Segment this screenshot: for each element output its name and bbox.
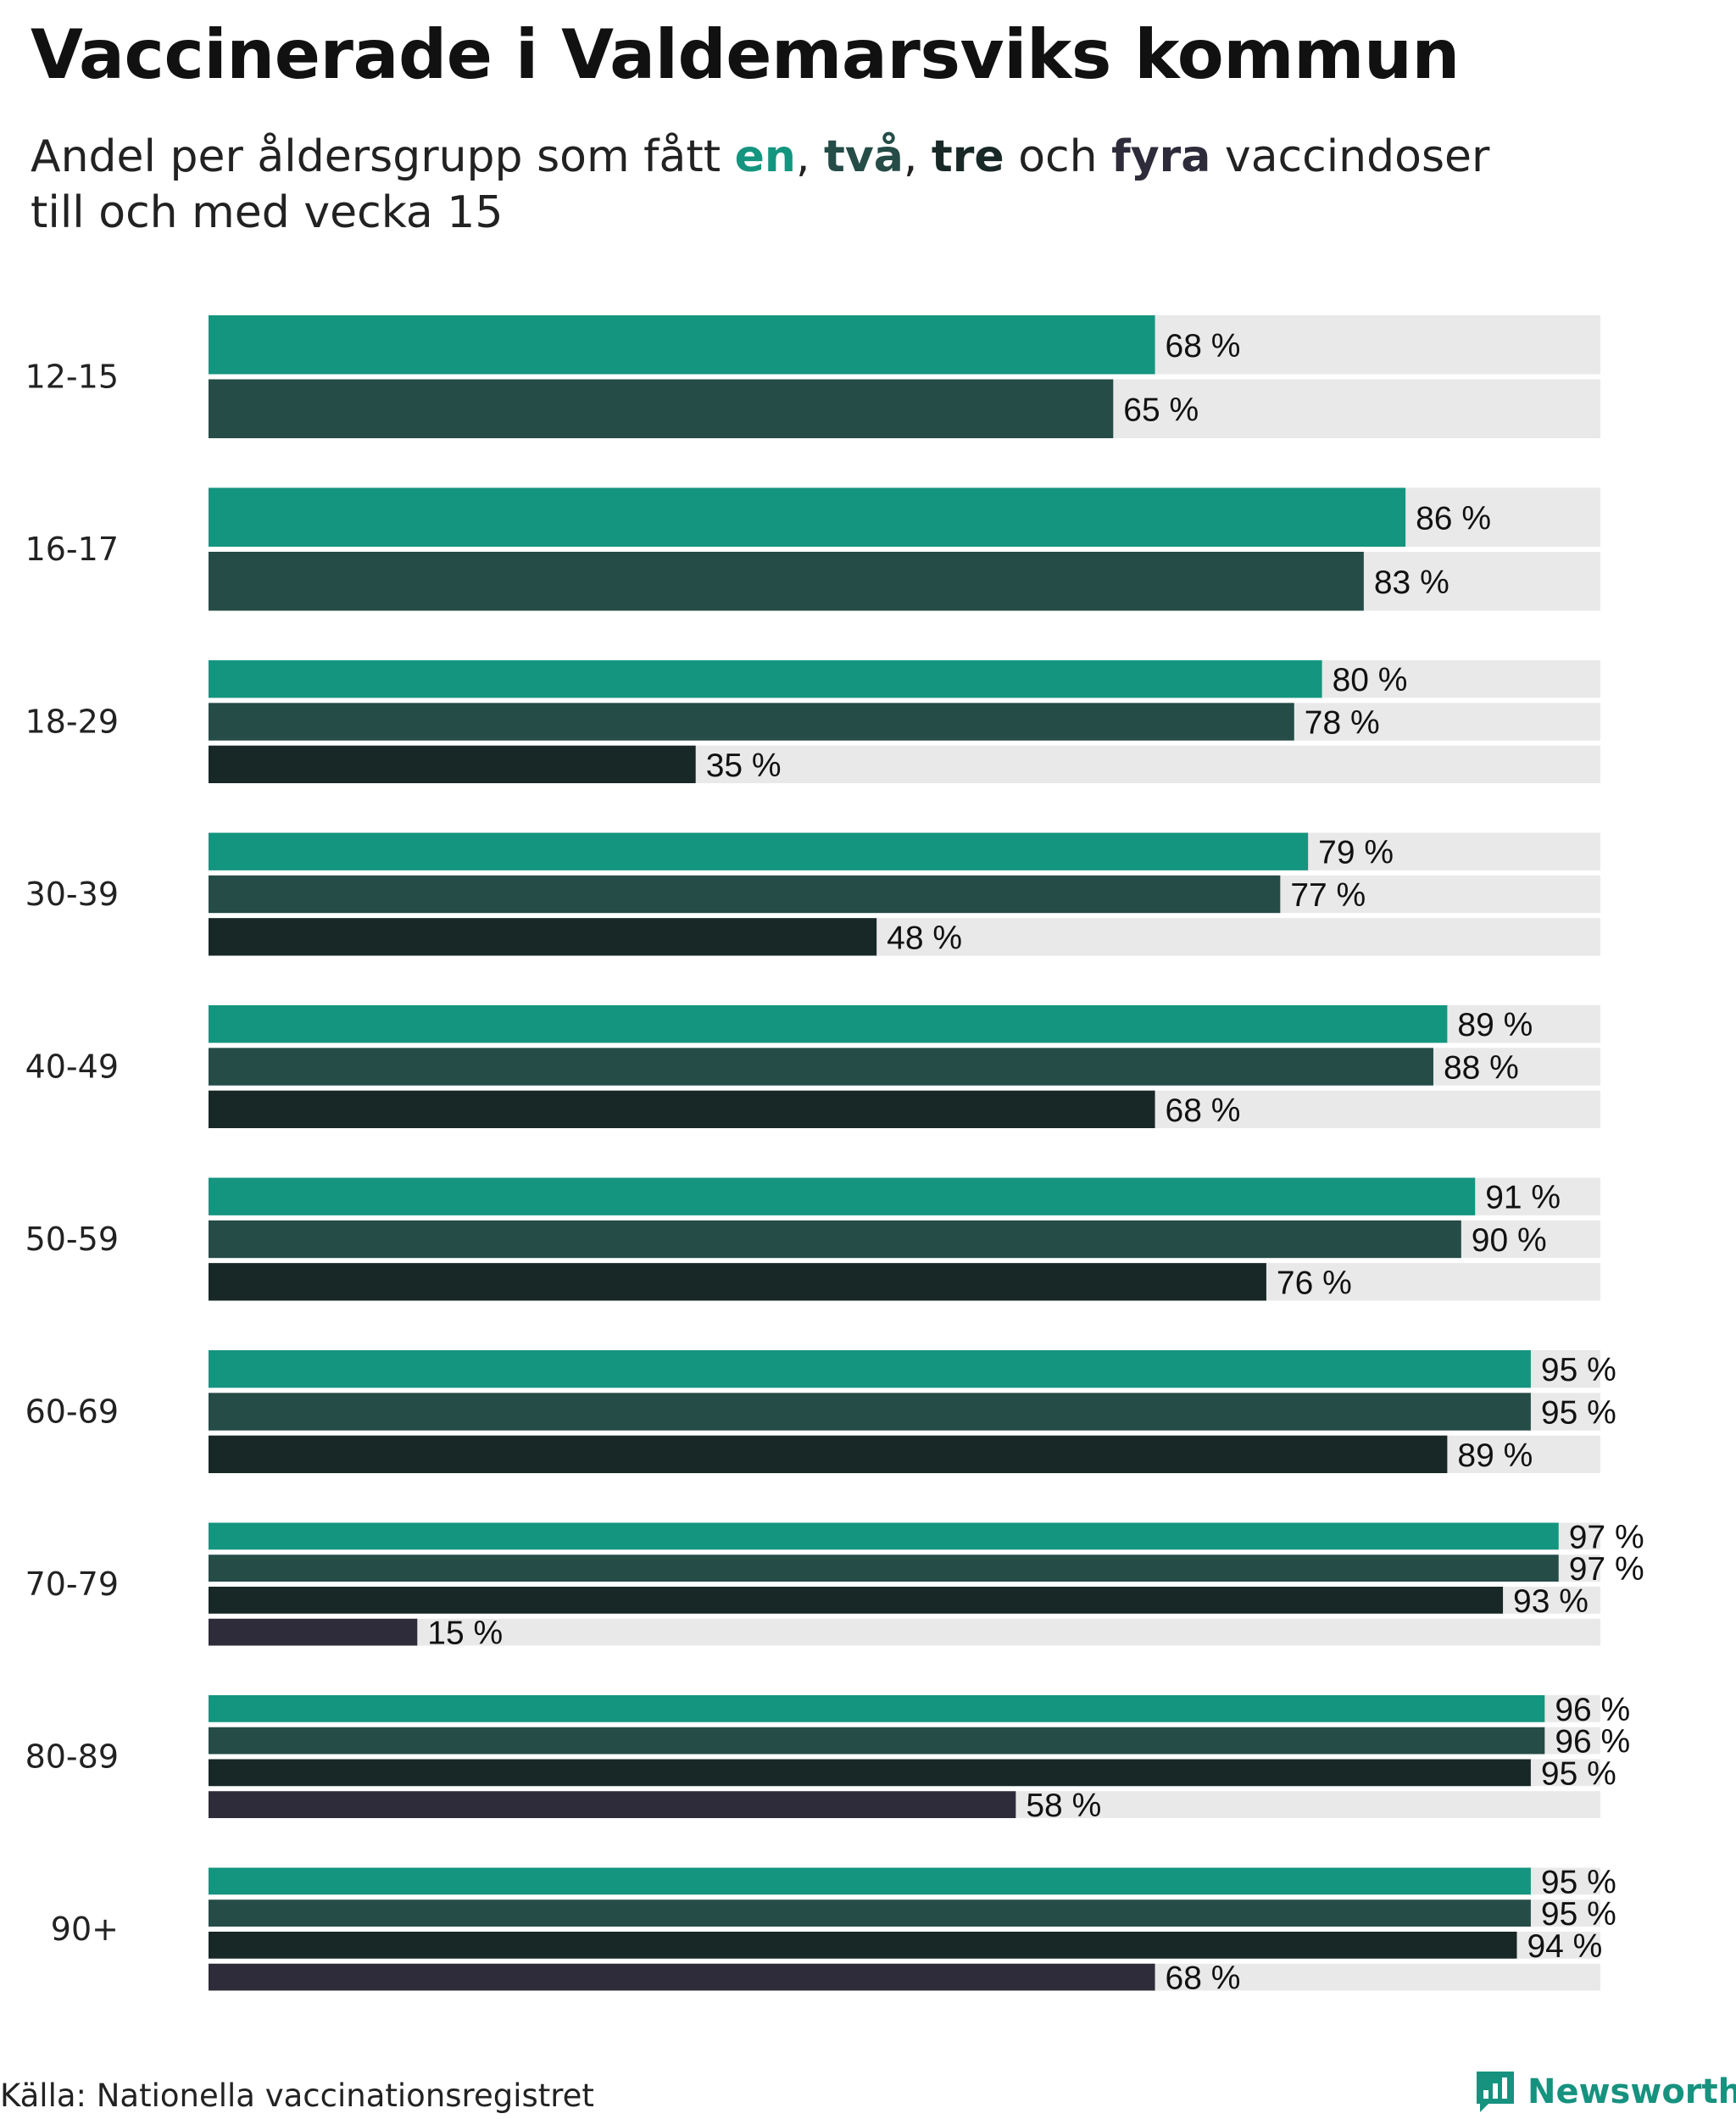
value-label: 78 % [1305,705,1380,742]
bar-två-80-89 [209,1727,1545,1755]
subtitle-line-2: till och med vecka 15 [31,187,504,238]
category-label: 50-59 [25,1221,119,1258]
bar-track [209,1618,1600,1646]
subtitle-prefix: Andel per åldersgrupp som fått [31,131,735,182]
bar-en-30-39 [209,832,1309,870]
value-label: 68 % [1166,328,1241,364]
bar-två-18-29 [209,703,1294,741]
category-label: 16-17 [25,531,119,568]
value-label: 68 % [1166,1093,1241,1129]
subtitle-separator-1: , [795,131,825,182]
bar-en-60-69 [209,1350,1531,1388]
legend-word-fyra: fyra [1111,131,1211,182]
value-label: 83 % [1374,565,1449,601]
value-label: 95 % [1541,1755,1616,1792]
chart-title: Vaccinerade i Valdemarsviks kommun [31,15,1460,94]
value-label: 94 % [1527,1928,1602,1965]
legend-word-tre: tre [931,131,1004,182]
bar-en-16-17 [209,487,1406,547]
brand-logo: Newsworthy [1475,2070,1736,2114]
value-label: 79 % [1318,835,1394,871]
bar-chart: 12-15 68 % 65 % 16-17 86 % 83 % 18-29 80 % 78 % 3… [25,315,1644,1997]
value-label: 90 % [1472,1222,1547,1259]
value-label: 48 % [887,920,962,956]
bar-en-70-79 [209,1522,1559,1550]
bar-två-16-17 [209,552,1364,611]
bar-en-40-49 [209,1005,1448,1043]
newsworthy-logo-icon [1477,2072,1514,2112]
value-label: 89 % [1457,1438,1533,1474]
legend-word-tva: två [824,131,904,182]
value-label: 86 % [1416,500,1491,537]
value-label: 95 % [1541,1395,1616,1432]
subtitle-separator-3: och [1004,131,1112,182]
value-label: 68 % [1166,1960,1241,1997]
category-label: 90+ [51,1910,119,1948]
value-label: 80 % [1333,662,1408,698]
value-label: 93 % [1513,1583,1589,1620]
bar-fyra-80-89 [209,1791,1016,1818]
category-label: 12-15 [25,359,119,396]
brand-name: Newsworthy [1527,2072,1736,2111]
bar-en-80-89 [209,1695,1545,1722]
bar-tre-60-69 [209,1435,1448,1473]
bar-fyra-70-79 [209,1618,418,1646]
chart-subtitle: Andel per åldersgrupp som fått en, två, … [31,129,1489,241]
value-label: 35 % [706,748,782,784]
bar-tre-90+ [209,1932,1517,1959]
bar-tre-80-89 [209,1759,1531,1787]
bar-tre-50-59 [209,1263,1266,1301]
category-label: 60-69 [25,1393,119,1431]
bar-två-12-15 [209,379,1114,438]
category-label: 70-79 [25,1566,119,1603]
value-label: 95 % [1541,1896,1616,1933]
bar-tre-18-29 [209,745,696,783]
value-label: 97 % [1569,1551,1644,1588]
value-label: 88 % [1444,1050,1519,1087]
bar-två-30-39 [209,875,1281,914]
legend-word-en: en [734,131,796,182]
subtitle-separator-2: , [903,131,932,182]
bar-en-12-15 [209,315,1155,375]
value-label: 58 % [1026,1788,1101,1824]
value-label: 95 % [1541,1864,1616,1900]
bar-en-18-29 [209,660,1322,698]
category-label: 18-29 [25,704,119,741]
source-note: Källa: Nationella vaccinationsregistret [0,2077,594,2114]
bar-fyra-90+ [209,1963,1155,1991]
value-label: 91 % [1485,1180,1561,1216]
bar-två-90+ [209,1899,1531,1927]
bar-tre-30-39 [209,918,877,956]
bar-en-90+ [209,1867,1531,1895]
value-label: 95 % [1541,1352,1616,1388]
value-label: 76 % [1277,1265,1352,1301]
bar-två-70-79 [209,1554,1559,1582]
category-label: 80-89 [25,1738,119,1776]
value-label: 96 % [1555,1724,1630,1760]
category-label: 30-39 [25,876,119,913]
bar-två-50-59 [209,1220,1461,1259]
bar-två-60-69 [209,1393,1531,1431]
bar-en-50-59 [209,1177,1476,1215]
subtitle-suffix: vaccindoser [1210,131,1490,182]
bar-två-40-49 [209,1048,1433,1086]
value-label: 96 % [1555,1692,1630,1728]
value-label: 65 % [1123,392,1199,428]
value-label: 15 % [427,1616,503,1652]
bar-tre-40-49 [209,1090,1155,1128]
bar-tre-70-79 [209,1587,1504,1614]
value-label: 89 % [1457,1007,1533,1043]
value-label: 97 % [1569,1519,1644,1555]
value-label: 77 % [1290,877,1366,914]
category-label: 40-49 [25,1048,119,1086]
